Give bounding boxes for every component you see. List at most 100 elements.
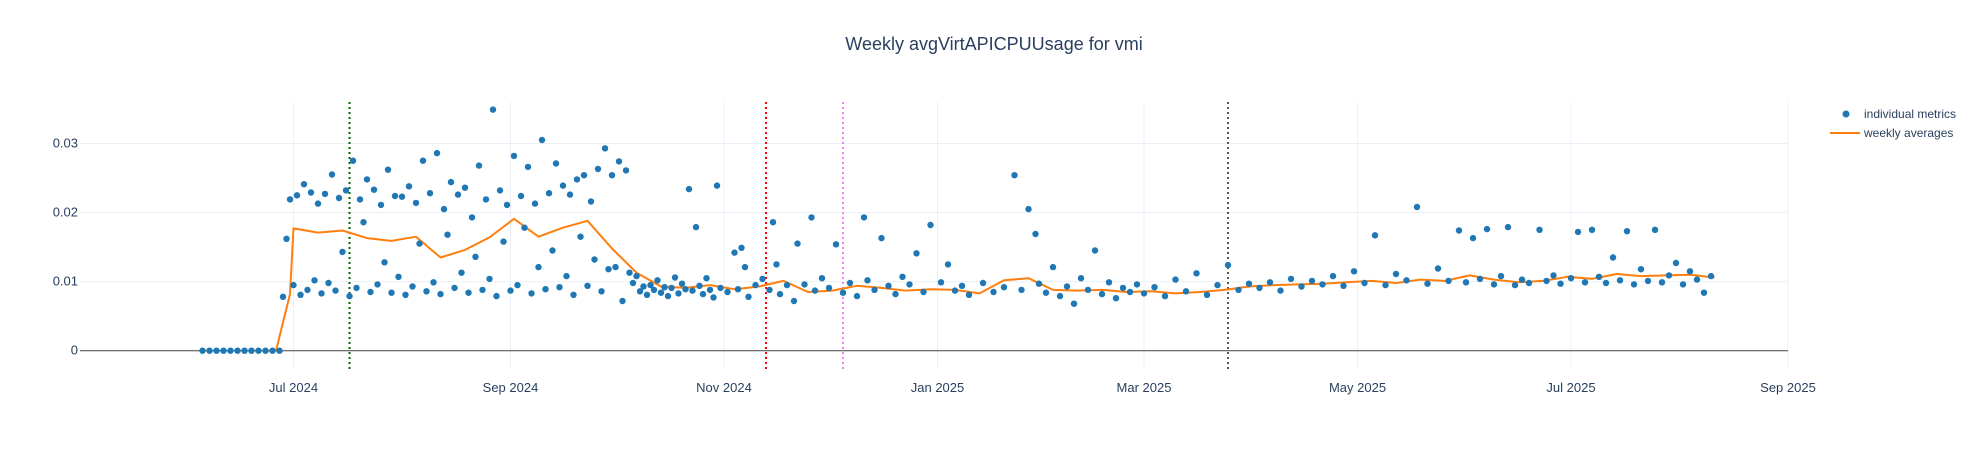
- data-point: [419, 157, 427, 164]
- data-point: [1182, 288, 1190, 295]
- data-point: [545, 190, 553, 197]
- data-point: [958, 282, 966, 289]
- data-point: [1672, 259, 1680, 267]
- data-point: [241, 347, 248, 354]
- data-point: [206, 347, 213, 354]
- data-point: [1266, 279, 1274, 286]
- data-point: [608, 172, 616, 179]
- data-point: [559, 182, 567, 189]
- data-point: [381, 259, 388, 266]
- data-point: [1000, 284, 1008, 291]
- data-point: [535, 263, 542, 271]
- data-point: [1511, 281, 1519, 289]
- individual-metrics-layer: [199, 106, 1715, 354]
- data-point: [776, 290, 784, 298]
- data-point: [1476, 275, 1484, 283]
- data-point: [759, 275, 766, 283]
- data-point: [1392, 270, 1400, 278]
- x-tick-label: Sep 2024: [483, 380, 539, 395]
- data-point: [640, 283, 647, 290]
- data-point: [1616, 277, 1624, 284]
- data-point: [692, 223, 700, 231]
- data-point: [1455, 227, 1463, 234]
- data-point: [657, 289, 665, 296]
- data-point: [710, 294, 717, 301]
- data-point: [626, 269, 633, 276]
- grid-layer: [80, 102, 1789, 368]
- data-point: [1042, 289, 1050, 296]
- data-point: [332, 287, 339, 294]
- data-point: [1497, 272, 1505, 280]
- data-point: [650, 286, 658, 294]
- vertical-markers: [348, 102, 1229, 370]
- data-point: [276, 347, 283, 354]
- data-point: [1256, 284, 1263, 292]
- data-point: [587, 198, 595, 205]
- data-point: [1371, 232, 1379, 239]
- data-point: [745, 293, 752, 300]
- data-point: [1536, 226, 1543, 233]
- data-point: [752, 281, 759, 289]
- data-point: [1567, 275, 1575, 282]
- data-point: [398, 193, 406, 200]
- data-point: [517, 192, 525, 200]
- data-point: [426, 190, 434, 197]
- y-tick-label: 0.01: [53, 274, 78, 289]
- data-point: [682, 286, 689, 293]
- y-tick-label: 0.02: [53, 205, 78, 220]
- data-point: [388, 289, 395, 296]
- data-point: [521, 224, 528, 231]
- data-point: [906, 281, 913, 288]
- data-point: [496, 187, 504, 194]
- data-point: [1525, 279, 1533, 287]
- data-point: [468, 214, 476, 221]
- data-point: [741, 263, 749, 271]
- data-point: [395, 273, 402, 280]
- data-point: [311, 277, 318, 284]
- data-point: [790, 297, 798, 305]
- data-point: [1126, 288, 1134, 296]
- data-point: [664, 292, 672, 300]
- data-point: [1679, 281, 1687, 288]
- data-point: [1413, 203, 1421, 211]
- data-point: [514, 281, 521, 289]
- data-point: [1595, 273, 1603, 280]
- chart-title: Weekly avgVirtAPICPUUsage for vmi: [845, 34, 1142, 54]
- data-point: [913, 250, 920, 257]
- data-point: [538, 136, 546, 144]
- data-point: [591, 256, 598, 263]
- data-point: [227, 347, 234, 354]
- data-point: [549, 247, 556, 254]
- data-point: [318, 290, 325, 297]
- data-point: [234, 347, 241, 354]
- data-point: [503, 201, 511, 209]
- data-point: [524, 163, 532, 171]
- data-point: [1623, 228, 1631, 235]
- data-point: [990, 288, 997, 296]
- data-point: [1308, 277, 1316, 285]
- data-point: [346, 292, 353, 300]
- data-point: [1025, 205, 1032, 213]
- data-point: [356, 196, 364, 203]
- data-point: [1700, 289, 1708, 296]
- data-point: [489, 106, 497, 113]
- data-point: [724, 288, 731, 296]
- data-point: [1084, 286, 1092, 294]
- data-point: [818, 275, 826, 282]
- data-point: [1445, 277, 1452, 285]
- data-point: [1214, 281, 1221, 289]
- data-point: [451, 284, 458, 292]
- data-point: [370, 186, 378, 193]
- data-point: [1361, 279, 1368, 287]
- data-point: [482, 196, 490, 203]
- data-point: [598, 288, 605, 295]
- data-point: [1469, 234, 1477, 242]
- data-point: [878, 234, 885, 242]
- data-point: [703, 275, 710, 282]
- data-point: [738, 244, 745, 251]
- data-point: [1490, 281, 1498, 288]
- data-point: [447, 178, 455, 186]
- data-point: [1504, 223, 1512, 231]
